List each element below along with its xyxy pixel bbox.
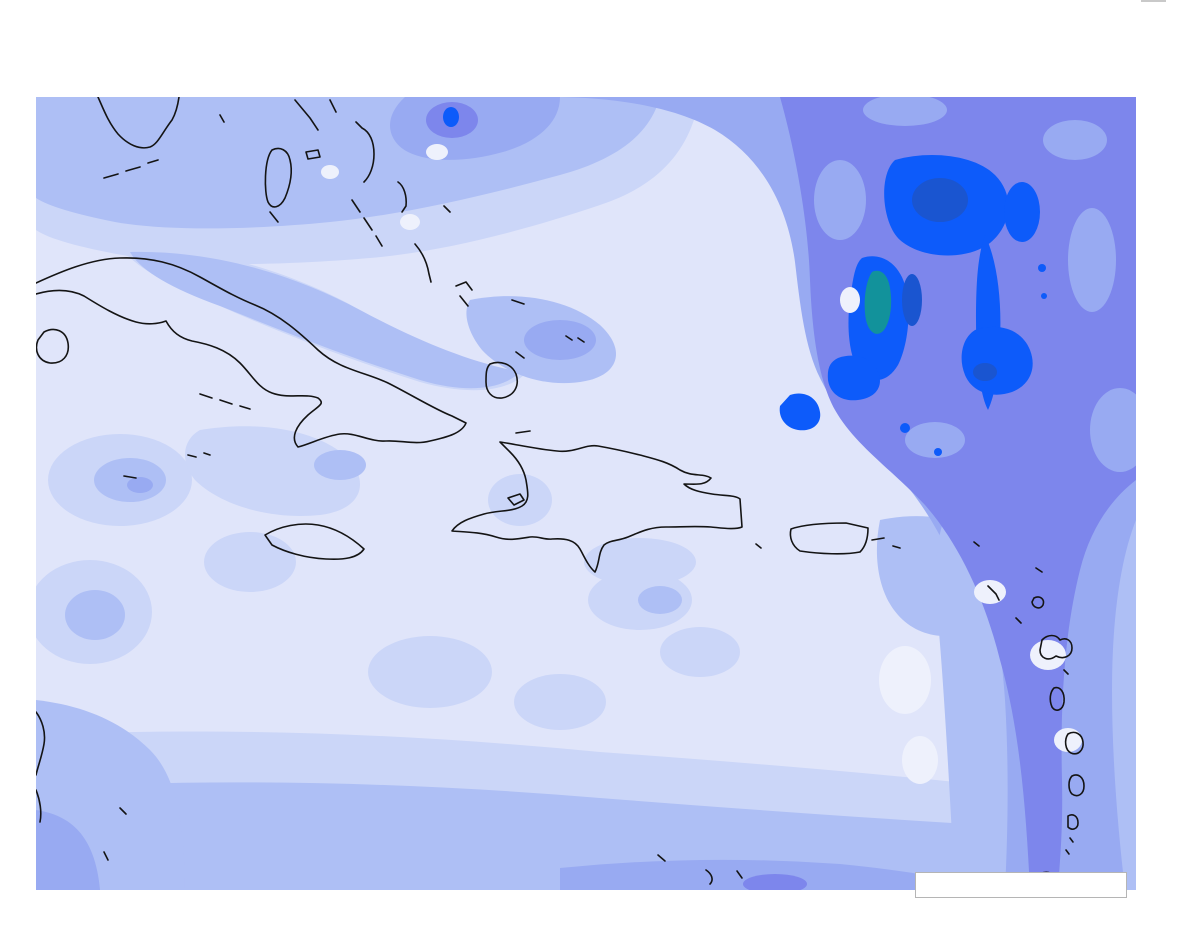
watermark (915, 872, 1127, 898)
wind-shading-layer (36, 97, 1136, 890)
coastlines (36, 97, 1115, 890)
legend-frame (1141, 0, 1166, 2)
